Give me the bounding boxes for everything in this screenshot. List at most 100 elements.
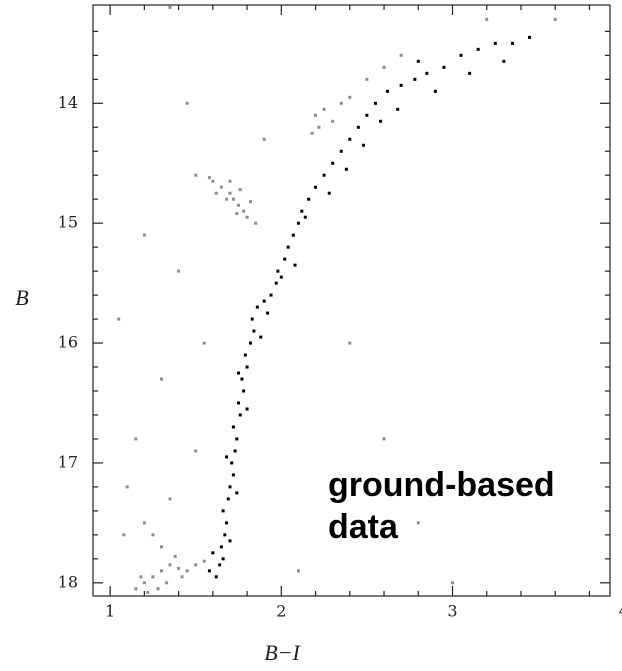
point — [361, 143, 365, 147]
x-tick-label: 1 — [105, 602, 115, 621]
point — [194, 173, 198, 177]
point — [228, 179, 232, 183]
y-axis-label: B — [15, 285, 28, 310]
x-tick-label: 2 — [276, 602, 286, 621]
point — [228, 485, 232, 489]
x-axis-label: B−I — [264, 640, 301, 665]
point — [146, 590, 150, 594]
point — [168, 563, 172, 567]
point — [399, 53, 403, 57]
point — [283, 257, 287, 261]
point — [194, 563, 198, 567]
point — [221, 557, 225, 561]
point — [274, 281, 278, 285]
point — [134, 437, 138, 441]
point — [322, 107, 326, 111]
x-tick-label: 4 — [619, 602, 622, 621]
point — [399, 83, 403, 87]
point — [322, 173, 326, 177]
point — [331, 119, 335, 123]
point — [286, 245, 290, 249]
point — [528, 35, 532, 39]
point — [331, 161, 335, 165]
point — [214, 191, 218, 195]
point — [276, 269, 280, 273]
point — [218, 563, 222, 567]
point — [225, 521, 229, 525]
point — [459, 53, 463, 57]
point — [243, 353, 247, 357]
point — [279, 275, 283, 279]
point — [254, 221, 258, 225]
point — [180, 575, 184, 579]
point — [300, 209, 304, 213]
point — [177, 566, 181, 570]
point — [451, 581, 455, 585]
point — [266, 311, 270, 315]
point — [252, 329, 256, 333]
point — [365, 113, 369, 117]
point — [502, 59, 506, 63]
point — [235, 491, 239, 495]
point — [231, 197, 235, 201]
point — [296, 221, 300, 225]
point — [373, 101, 377, 105]
point — [159, 545, 163, 549]
point — [225, 197, 229, 201]
point — [262, 137, 266, 141]
point — [293, 263, 297, 267]
point — [553, 17, 557, 21]
point — [314, 185, 318, 189]
point — [248, 341, 252, 345]
point — [226, 497, 230, 501]
point — [348, 137, 352, 141]
point — [156, 587, 160, 591]
point — [344, 167, 348, 171]
point — [214, 575, 218, 579]
point — [122, 533, 126, 537]
point — [476, 47, 480, 51]
point — [223, 533, 227, 537]
point — [142, 581, 146, 585]
point — [177, 269, 181, 273]
y-tick-label: 18 — [58, 572, 78, 591]
point — [385, 89, 389, 93]
point — [259, 335, 263, 339]
point — [348, 95, 352, 99]
point — [219, 545, 223, 549]
point — [225, 455, 229, 459]
point — [356, 125, 360, 129]
point — [139, 575, 143, 579]
point — [142, 521, 146, 525]
point — [468, 71, 472, 75]
point — [233, 449, 237, 453]
point — [240, 377, 244, 381]
point — [314, 113, 318, 117]
point — [269, 293, 273, 297]
x-tick-label: 3 — [447, 602, 457, 621]
point — [159, 377, 163, 381]
point — [242, 389, 246, 393]
point — [382, 437, 386, 441]
point — [228, 191, 232, 195]
point — [168, 497, 172, 501]
point — [165, 581, 169, 585]
point — [237, 371, 241, 375]
point — [396, 107, 400, 111]
point — [442, 65, 446, 69]
point — [125, 485, 129, 489]
point — [310, 131, 314, 135]
point — [255, 305, 259, 309]
annotation: data — [328, 508, 399, 546]
plot-frame — [92, 4, 611, 597]
point — [262, 299, 266, 303]
point — [151, 575, 155, 579]
point — [238, 413, 242, 417]
point — [382, 65, 386, 69]
point — [194, 449, 198, 453]
point — [202, 341, 206, 345]
point — [207, 569, 211, 573]
point — [168, 5, 172, 9]
point — [365, 77, 369, 81]
point — [211, 551, 215, 555]
